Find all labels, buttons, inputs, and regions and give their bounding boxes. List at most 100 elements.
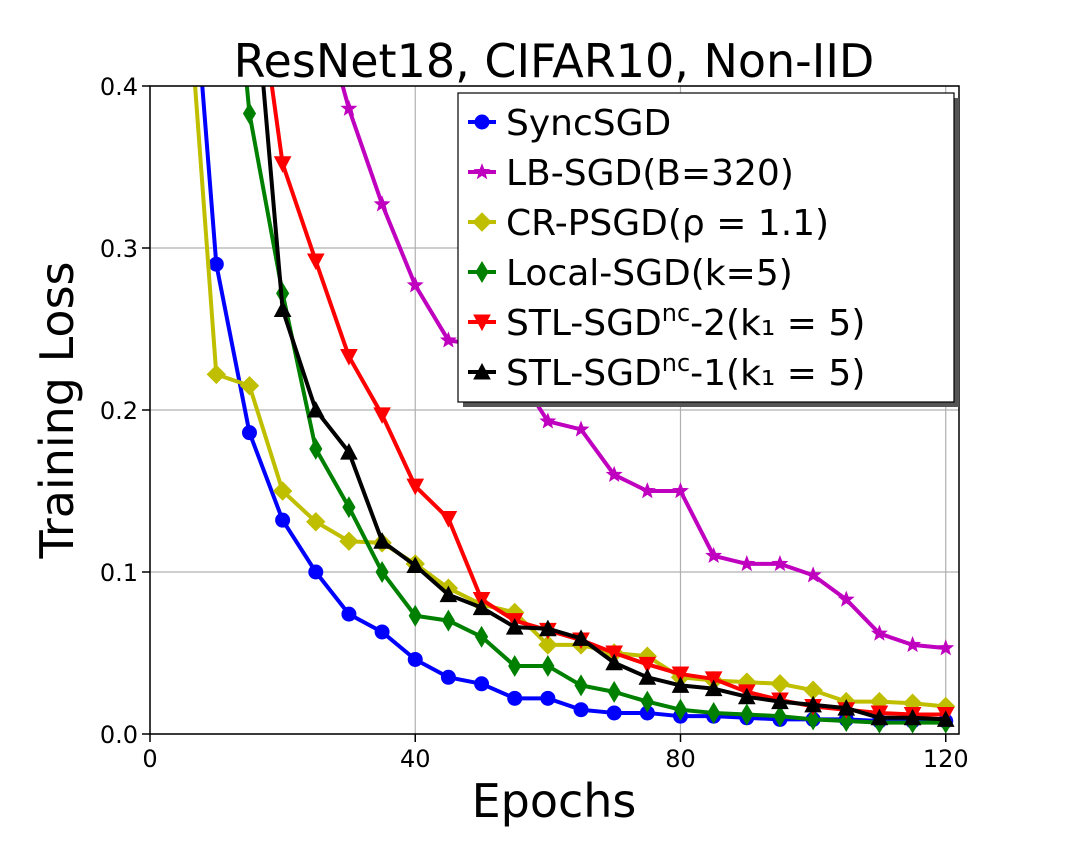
data-point bbox=[275, 512, 291, 528]
data-point bbox=[474, 676, 490, 692]
ticks: 0 40 80 120 0.0 0.1 0.2 0.3 0.4 bbox=[100, 73, 969, 773]
series-5 bbox=[261, 86, 955, 727]
data-point bbox=[206, 364, 227, 385]
data-point bbox=[406, 478, 425, 496]
y-tick-label: 0.4 bbox=[100, 73, 138, 101]
data-point bbox=[374, 624, 390, 640]
legend-label: CR-PSGD(ρ = 1.1) bbox=[506, 203, 829, 244]
legend-entry: CR-PSGD(ρ = 1.1) bbox=[468, 203, 829, 244]
data-point bbox=[373, 407, 391, 424]
data-point bbox=[705, 546, 723, 564]
data-point bbox=[704, 679, 723, 697]
legend-box bbox=[457, 92, 955, 403]
data-point bbox=[839, 710, 853, 733]
legend-marker bbox=[473, 163, 491, 180]
y-tick-label: 0.1 bbox=[100, 559, 138, 587]
series-line bbox=[340, 86, 946, 651]
data-point bbox=[539, 412, 557, 429]
data-point bbox=[672, 482, 689, 499]
x-axis-label: Epochs bbox=[472, 774, 637, 828]
data-point bbox=[340, 349, 358, 366]
data-point bbox=[771, 555, 789, 572]
data-point bbox=[707, 701, 721, 724]
data-point bbox=[474, 625, 489, 648]
chart-title: ResNet18, CIFAR10, Non-IID bbox=[234, 34, 875, 88]
data-point bbox=[342, 496, 356, 519]
data-point bbox=[507, 690, 523, 706]
data-point bbox=[373, 532, 391, 549]
legend-entry: STL-SGDnc-2(k₁ = 5) bbox=[468, 299, 865, 344]
x-tick-label: 80 bbox=[665, 745, 696, 773]
data-point bbox=[903, 708, 922, 726]
data-point bbox=[804, 566, 822, 583]
legend-entry: STL-SGDnc-1(k₁ = 5) bbox=[468, 349, 865, 394]
legend-marker bbox=[473, 314, 491, 332]
data-point bbox=[837, 590, 855, 607]
data-point bbox=[804, 695, 822, 713]
data-point bbox=[740, 703, 754, 726]
legend-entry: LB-SGD(B=320) bbox=[468, 153, 794, 194]
data-point bbox=[671, 676, 690, 693]
data-point bbox=[375, 561, 389, 583]
data-point bbox=[671, 666, 690, 684]
data-point bbox=[638, 656, 657, 674]
data-point bbox=[273, 156, 292, 173]
data-point bbox=[771, 692, 789, 710]
data-point bbox=[904, 636, 922, 653]
data-point bbox=[541, 654, 555, 677]
data-point bbox=[309, 437, 323, 460]
series-1 bbox=[340, 86, 955, 656]
data-point bbox=[540, 690, 556, 706]
data-point bbox=[306, 253, 325, 271]
legend-marker bbox=[472, 212, 492, 232]
legend-label: Local-SGD(k=5) bbox=[506, 253, 793, 294]
data-point bbox=[407, 651, 423, 667]
data-point bbox=[505, 618, 524, 635]
legend-label: SyncSGD bbox=[506, 103, 671, 144]
data-point bbox=[439, 585, 458, 603]
data-point bbox=[406, 556, 425, 574]
data-point bbox=[508, 654, 522, 677]
data-point bbox=[572, 420, 590, 437]
data-point bbox=[373, 195, 391, 212]
data-point bbox=[539, 619, 557, 637]
data-point bbox=[472, 598, 491, 616]
data-point bbox=[638, 668, 657, 685]
data-point bbox=[573, 702, 589, 718]
data-point bbox=[308, 564, 324, 580]
data-point bbox=[406, 276, 424, 293]
data-point bbox=[339, 531, 359, 551]
data-point bbox=[241, 425, 257, 441]
data-point bbox=[239, 375, 260, 396]
data-point bbox=[870, 708, 889, 726]
data-point bbox=[572, 629, 590, 646]
data-point bbox=[306, 400, 325, 418]
data-point bbox=[273, 300, 292, 318]
x-tick-label: 40 bbox=[400, 745, 431, 773]
data-point bbox=[538, 635, 558, 655]
legend-label: STL-SGDnc-2(k₁ = 5) bbox=[506, 299, 865, 344]
data-point bbox=[574, 674, 588, 697]
data-point bbox=[408, 604, 422, 627]
data-point bbox=[242, 102, 257, 125]
legend-marker bbox=[473, 362, 491, 380]
x-tick-label: 120 bbox=[923, 745, 969, 773]
series-line bbox=[261, 86, 946, 722]
data-point bbox=[737, 687, 756, 705]
data-point bbox=[306, 512, 326, 532]
data-point bbox=[606, 705, 622, 721]
y-tick-label: 0.3 bbox=[100, 235, 138, 263]
data-point bbox=[441, 609, 455, 632]
data-point bbox=[640, 690, 654, 713]
data-point bbox=[837, 699, 856, 716]
x-tick-label: 0 bbox=[142, 745, 157, 773]
data-point bbox=[605, 653, 624, 671]
data-point bbox=[773, 705, 787, 728]
data-point bbox=[936, 710, 955, 727]
data-point bbox=[673, 698, 688, 721]
data-point bbox=[439, 331, 457, 348]
y-tick-label: 0.0 bbox=[100, 721, 138, 749]
legend-marker bbox=[475, 261, 489, 283]
data-point bbox=[440, 669, 456, 685]
